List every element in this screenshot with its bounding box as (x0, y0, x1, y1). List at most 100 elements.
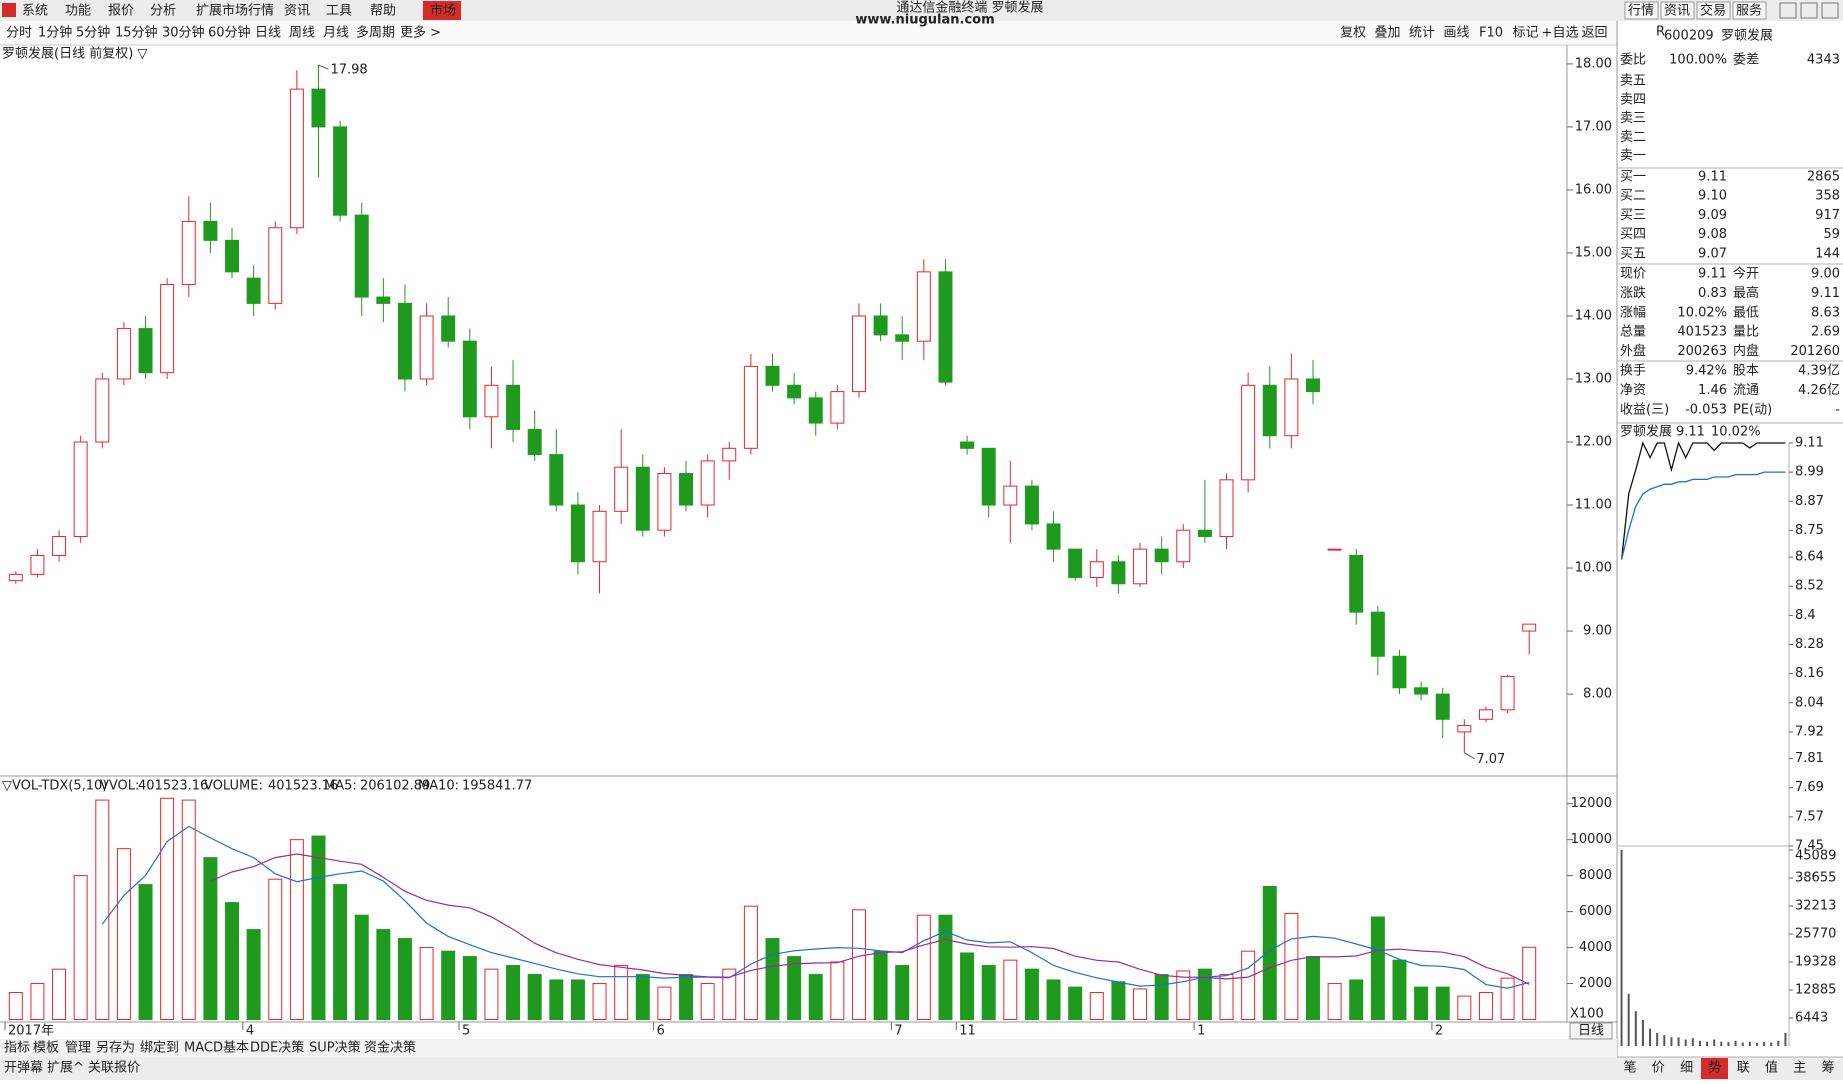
candle-body (1219, 479, 1234, 538)
menu-button-label[interactable]: 服务 (1736, 3, 1762, 19)
period-button[interactable]: 60分钟 (208, 25, 251, 41)
panel-tab[interactable]: 联 (1737, 1061, 1750, 1076)
bid-volume: 2865 (1807, 170, 1840, 185)
tool-button[interactable]: 返回 (1581, 26, 1607, 41)
menu-button-label[interactable]: 交易 (1700, 3, 1726, 19)
menu-button[interactable] (1732, 1, 1767, 20)
legend-name: MA10: (418, 779, 459, 794)
quote-cell: 201260 (1790, 344, 1840, 359)
tool-button[interactable]: 标记 (1512, 26, 1538, 41)
menu-item[interactable]: 分析 (150, 4, 176, 19)
x-tick-label: 2017年 (8, 1024, 54, 1039)
quote-cell: PE(动) (1733, 402, 1772, 417)
menu-item[interactable]: 工具 (326, 4, 352, 19)
candle-body (938, 271, 953, 383)
period-button[interactable]: 周线 (289, 26, 315, 41)
period-button[interactable]: 多周期 (356, 25, 395, 41)
menu-button-label[interactable]: 资讯 (1664, 4, 1690, 19)
bid-volume: 144 (1815, 246, 1840, 261)
candle-body (1500, 675, 1515, 711)
panel-tab[interactable]: 值 (1765, 1060, 1778, 1076)
volume-bar (1478, 992, 1493, 1020)
tab[interactable]: 关联报价 (88, 1061, 140, 1076)
minimize-button[interactable] (1779, 2, 1797, 19)
period-button[interactable]: 1分钟 (38, 25, 72, 41)
quote-cell: 收益(三) (1620, 402, 1669, 417)
panel-tab[interactable]: 势 (1708, 1060, 1721, 1076)
menu-button[interactable] (1696, 1, 1731, 20)
period-button[interactable]: 30分钟 (162, 25, 205, 41)
volume-bar (203, 857, 218, 1020)
tab[interactable]: SUP决策 (309, 1040, 361, 1056)
candle-body (116, 328, 131, 380)
menu-item[interactable]: 系统 (22, 4, 48, 19)
market-button[interactable] (423, 1, 461, 20)
tool-button[interactable]: F10 (1479, 26, 1503, 41)
menu-item[interactable]: 帮助 (370, 4, 396, 19)
period-button[interactable]: 分时 (6, 26, 32, 41)
tool-button[interactable]: 画线 (1443, 26, 1469, 41)
period-tag-box[interactable] (1569, 1022, 1613, 1040)
menu-item[interactable]: 扩展市场行情 (196, 3, 274, 19)
menu-item[interactable]: 资讯 (284, 4, 310, 19)
close-button[interactable] (1821, 2, 1839, 19)
tab[interactable]: MACD基本 (184, 1041, 249, 1056)
candle-body (1522, 623, 1537, 632)
volume-bar (138, 884, 153, 1021)
menu-item[interactable]: 报价 (108, 4, 134, 19)
period-button[interactable]: 更多 > (400, 25, 441, 41)
volume-bar (1327, 983, 1342, 1020)
tab[interactable]: 扩展^ (47, 1061, 84, 1076)
tool-button[interactable]: 复权 (1340, 25, 1366, 41)
volume-bar (1176, 970, 1191, 1020)
candle-body (73, 441, 88, 538)
tab[interactable]: 模板 (33, 1041, 59, 1056)
annotation-line (1464, 752, 1475, 760)
tab[interactable]: 绑定到 (140, 1041, 179, 1056)
volume-bar (1133, 988, 1148, 1020)
period-tag[interactable]: 日线 (1578, 1024, 1604, 1039)
ma-line (210, 853, 1530, 985)
y-tick-label: 6000 (1579, 904, 1612, 919)
quote-cell: 外盘 (1620, 343, 1646, 359)
period-button[interactable]: 月线 (323, 26, 349, 41)
menu-item[interactable]: 功能 (65, 4, 91, 19)
panel-tab[interactable]: 筹 (1822, 1060, 1835, 1076)
panel-tab[interactable]: 价 (1652, 1061, 1665, 1076)
tab[interactable]: 指标 (4, 1041, 30, 1056)
volume-bar (787, 956, 802, 1021)
menu-market[interactable]: 市场 (430, 3, 456, 19)
menu-button[interactable] (1624, 1, 1659, 20)
panel-tab[interactable]: 笔 (1623, 1060, 1636, 1076)
menu-button-label[interactable]: 行情 (1628, 4, 1654, 19)
quote-cell: 9.11 (1698, 267, 1727, 282)
volume-bar (916, 914, 931, 1020)
volume-bar (419, 947, 434, 1021)
candle-body (397, 302, 412, 380)
tab[interactable]: 管理 (65, 1041, 91, 1056)
panel-tab[interactable]: 主 (1793, 1061, 1806, 1076)
period-button[interactable]: 15分钟 (115, 25, 158, 41)
chart-title: 罗顿发展(日线 前复权) ▽ (2, 46, 147, 62)
ma-line (101, 825, 1530, 989)
toolbar (0, 21, 1617, 45)
period-button[interactable]: 日线 (255, 26, 281, 41)
panel-tab[interactable]: 细 (1680, 1061, 1693, 1076)
tool-button[interactable]: 叠加 (1374, 26, 1400, 41)
y-tick-label: 16.00 (1575, 182, 1612, 197)
period-button[interactable]: 5分钟 (76, 25, 110, 41)
candle-body (1457, 725, 1472, 733)
tool-button[interactable]: +自选 (1542, 26, 1579, 41)
tab[interactable]: 另存为 (96, 1041, 135, 1056)
tool-button[interactable]: 统计 (1409, 26, 1435, 41)
tab[interactable]: DDE决策 (250, 1040, 304, 1056)
menu-button[interactable] (1660, 1, 1695, 20)
restore-button[interactable] (1800, 2, 1818, 19)
volume-bar (30, 983, 45, 1020)
tab[interactable]: 开弹幕 (4, 1061, 43, 1076)
candle-body (1392, 655, 1407, 689)
active-tab[interactable] (1701, 1058, 1728, 1079)
tab[interactable]: 资金决策 (364, 1040, 416, 1056)
legend-name: VOLUME: (204, 779, 263, 794)
